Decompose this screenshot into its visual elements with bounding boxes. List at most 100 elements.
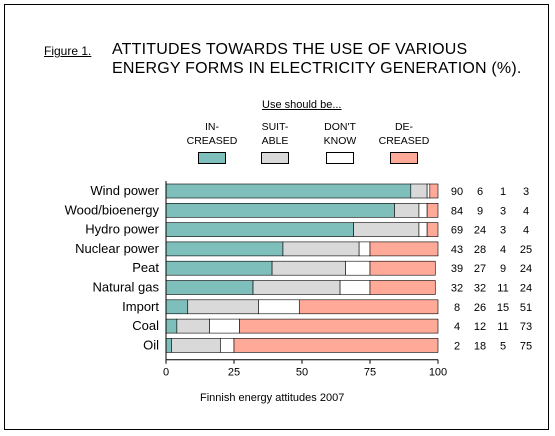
x-tick-label-100: 100 [429,367,447,379]
legend-swatch-dont-know [326,152,354,164]
bar-nuclear-power-series-2 [358,241,371,257]
category-label-peat: Peat [132,260,159,275]
legend-swatch-increased [198,152,226,164]
chart-title-line-2: ENERGY FORMS IN ELECTRICITY GENERATION (… [112,60,522,77]
value-label-nuclear-power-series-0: 43 [451,244,463,256]
value-label-nuclear-power-series-3: 25 [520,244,532,256]
bar-import-series-3 [298,299,439,315]
value-label-coal-series-3: 73 [520,321,532,333]
legend-label-increased: IN- CREASED [182,120,242,148]
value-label-wood-bioenergy-series-2: 3 [500,205,506,217]
bar-hydro-power-series-1 [353,222,420,237]
bar-peat-series-3 [369,260,436,276]
value-label-hydro-power-series-2: 3 [500,225,506,237]
bar-wind-power-series-0 [165,183,412,199]
category-label-natural-gas: Natural gas [93,280,160,295]
value-label-oil-series-3: 75 [520,340,532,352]
value-label-nuclear-power-series-2: 4 [500,244,506,256]
bar-natural-gas-series-3 [369,280,436,295]
legend-swatch-suitable [261,152,289,164]
legend-label-dont-know-line-2: KNOW [323,135,357,147]
x-tick-label-75: 75 [364,367,376,379]
x-tick-label-25: 25 [228,367,240,379]
category-label-wind-power: Wind power [90,183,159,198]
bar-natural-gas-series-1 [252,280,341,295]
legend-label-suitable: SUIT- ABLE [245,120,305,148]
bar-wood-bioenergy-series-1 [394,203,420,218]
value-label-coal-series-0: 4 [454,321,460,333]
category-label-nuclear-power: Nuclear power [75,241,159,256]
bar-peat-series-0 [165,260,273,276]
value-label-hydro-power-series-1: 24 [474,225,486,237]
bar-wood-bioenergy-series-0 [165,203,395,218]
bar-coal-series-3 [239,318,439,334]
value-label-hydro-power-series-0: 69 [451,225,463,237]
chart-footnote: Finnish energy attitudes 2007 [200,392,345,404]
legend-label-decreased-line-1: DE- [394,121,414,133]
chart-title: ATTITUDES TOWARDS THE USE OF VARIOUS ENE… [112,40,522,78]
value-label-import-series-0: 8 [454,302,460,314]
bar-import-series-2 [258,299,300,315]
value-label-import-series-2: 15 [497,302,509,314]
category-label-wood-bioenergy: Wood/bioenergy [65,202,160,217]
x-tick-label-50: 50 [296,367,308,379]
bar-hydro-power-series-0 [165,222,354,237]
value-label-peat-series-2: 9 [500,263,506,275]
legend-label-increased-line-1: IN- [205,121,219,133]
value-label-coal-series-2: 11 [497,321,508,333]
x-tick-label-0: 0 [163,367,169,379]
bar-coal-series-0 [165,318,178,334]
value-label-natural-gas-series-2: 11 [497,283,508,295]
bar-wood-bioenergy-series-3 [426,203,439,218]
bar-import-series-1 [187,299,259,315]
value-label-wind-power-series-3: 3 [523,186,529,198]
figure-label: Figure 1. [44,44,92,58]
value-label-wood-bioenergy-series-1: 9 [477,205,483,217]
category-label-import: Import [122,299,159,314]
legend-label-increased-line-2: CREASED [186,135,238,147]
category-label-hydro-power: Hydro power [85,222,159,237]
value-label-wind-power-series-0: 90 [451,186,463,198]
value-label-nuclear-power-series-1: 28 [474,244,486,256]
legend-item-dont-know: DON'T KNOW [310,120,370,164]
value-label-import-series-3: 51 [520,302,532,314]
legend-item-decreased: DE- CREASED [374,120,434,164]
value-label-import-series-1: 26 [474,302,486,314]
bar-coal-series-2 [209,318,240,334]
value-label-wind-power-series-2: 1 [500,186,506,198]
value-label-wind-power-series-1: 6 [477,186,483,198]
bar-oil-series-2 [220,338,235,353]
bar-nuclear-power-series-1 [282,241,360,257]
bar-wind-power-series-2 [426,183,431,199]
bar-oil-series-1 [171,338,221,353]
value-label-peat-series-1: 27 [474,263,486,275]
value-label-peat-series-0: 39 [451,263,463,275]
legend-title: Use should be... [262,99,342,111]
category-label-coal: Coal [132,318,159,333]
legend-label-decreased: DE- CREASED [374,120,434,148]
value-label-wood-bioenergy-series-3: 4 [523,205,529,217]
legend-label-suitable-line-2: ABLE [261,135,289,147]
legend-item-increased: IN- CREASED [182,120,242,164]
legend-swatch-decreased [390,152,418,164]
bar-hydro-power-series-3 [426,222,439,237]
bar-nuclear-power-series-0 [165,241,284,257]
category-label-oil: Oil [143,337,159,352]
bar-peat-series-1 [271,260,346,276]
bar-peat-series-2 [345,260,371,276]
legend-label-dont-know: DON'T KNOW [310,120,370,148]
bar-wind-power-series-3 [429,183,439,199]
value-label-wood-bioenergy-series-0: 84 [451,205,463,217]
legend-label-suitable-line-1: SUIT- [261,121,289,133]
legend-item-suitable: SUIT- ABLE [245,120,305,164]
bar-oil-series-0 [165,338,172,353]
bar-nuclear-power-series-3 [369,241,439,257]
legend-label-dont-know-line-1: DON'T [324,121,356,133]
bar-natural-gas-series-2 [339,280,371,295]
value-label-natural-gas-series-0: 32 [451,283,463,295]
bar-oil-series-3 [233,338,439,353]
bar-import-series-0 [165,299,189,315]
bar-hydro-power-series-2 [418,222,428,237]
bar-natural-gas-series-0 [165,280,254,295]
value-label-oil-series-1: 18 [474,340,486,352]
